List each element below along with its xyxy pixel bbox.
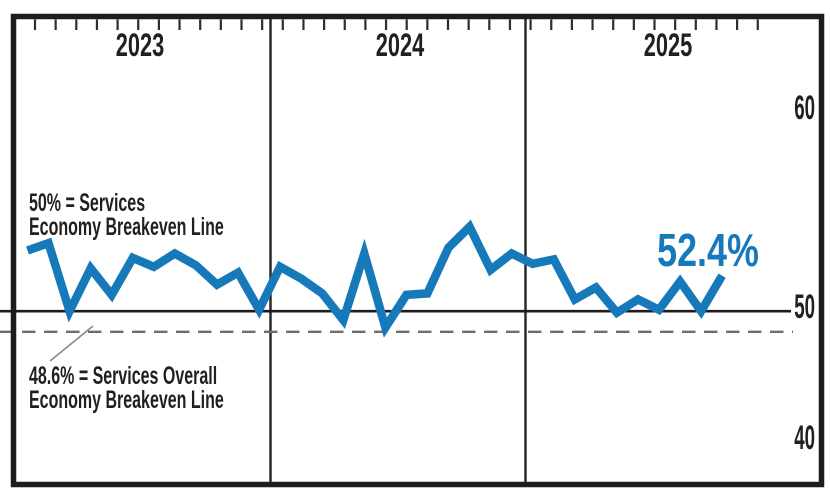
year-label-2025: 2025	[643, 27, 693, 63]
annotation-breakeven-48-6-line1: 48.6% = Services Overall	[29, 362, 218, 390]
annotation-breakeven-48-6: 48.6% = Services Overall Economy Breakev…	[29, 362, 224, 414]
y-axis-label-60: 60	[794, 89, 815, 127]
latest-value-label: 52.4%	[657, 224, 759, 276]
pmi-line	[26, 219, 726, 338]
year-label-2024: 2024	[375, 27, 425, 63]
annotation-breakeven-50-line2: Economy Breakeven Line	[29, 213, 224, 241]
year-label-2023: 2023	[115, 27, 165, 63]
chart-border	[10, 13, 825, 488]
annotation-breakeven-50: 50% = Services Economy Breakeven Line	[29, 189, 224, 241]
y-axis-label-50: 50	[794, 288, 815, 326]
callout-line	[49, 325, 94, 362]
annotation-breakeven-50-line1: 50% = Services	[29, 189, 146, 217]
annotation-breakeven-48-6-line2: Economy Breakeven Line	[29, 386, 224, 414]
y-axis-label-40: 40	[794, 419, 815, 457]
